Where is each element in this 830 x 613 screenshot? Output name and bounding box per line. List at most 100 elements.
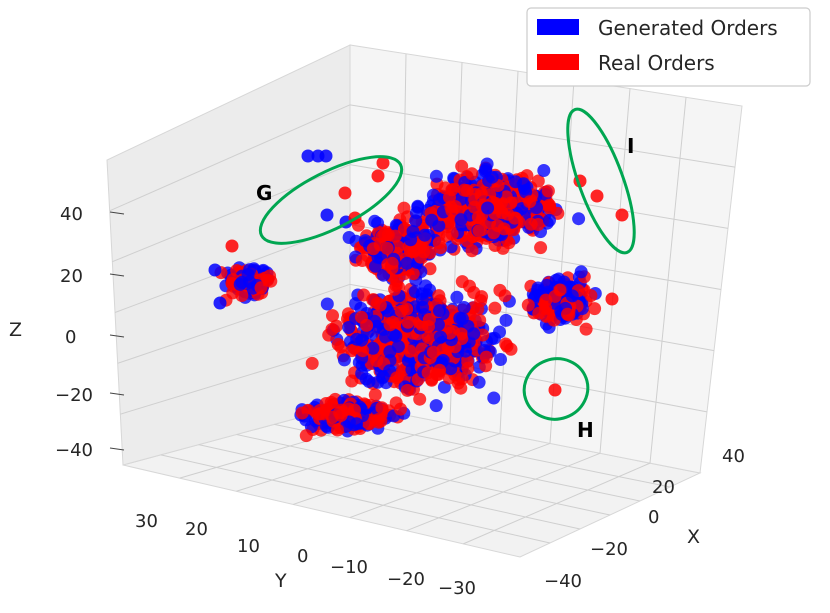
point-generated-orders [213, 296, 227, 310]
point-generated-orders [355, 367, 369, 380]
point-real-orders [474, 187, 488, 201]
legend-swatch-real [537, 54, 579, 70]
point-real-orders [347, 403, 361, 417]
z-tick-label: −40 [55, 440, 93, 461]
grid-line [236, 434, 611, 516]
point-real-orders [225, 239, 239, 253]
legend-label-real: Real Orders [598, 51, 715, 75]
point-generated-orders [574, 265, 588, 279]
point-real-orders [534, 241, 548, 255]
point-generated-orders [472, 375, 486, 389]
point-real-orders [380, 241, 394, 255]
point-real-orders [383, 318, 397, 332]
point-generated-orders [481, 201, 495, 215]
point-generated-orders [450, 290, 464, 304]
point-generated-orders [342, 231, 356, 244]
point-generated-orders [319, 149, 333, 163]
point-real-orders [524, 217, 538, 231]
point-real-orders [368, 388, 382, 402]
x-tick-label: −20 [590, 539, 628, 560]
z-tick-label: −20 [55, 385, 93, 406]
point-real-orders [407, 244, 421, 258]
point-generated-orders [517, 177, 531, 191]
point-real-orders [531, 174, 545, 188]
point-generated-orders [454, 213, 468, 227]
point-real-orders [460, 184, 474, 198]
z-tick-label: 0 [65, 327, 76, 348]
point-real-orders [472, 224, 486, 238]
point-real-orders [588, 302, 602, 316]
grid-line [160, 454, 551, 544]
point-generated-orders [349, 297, 363, 311]
point-real-orders [421, 331, 435, 344]
point-generated-orders [429, 399, 443, 413]
point-generated-orders [467, 327, 481, 341]
point-generated-orders [350, 417, 364, 431]
point-generated-orders [457, 301, 471, 314]
point-generated-orders [444, 362, 458, 376]
point-generated-orders [487, 391, 501, 405]
point-generated-orders [391, 340, 405, 353]
point-real-orders [539, 302, 553, 316]
axis-labels: X Y Z [9, 319, 700, 592]
point-real-orders [423, 246, 437, 259]
grid-line [198, 444, 581, 530]
point-real-orders [299, 429, 313, 443]
point-real-orders [455, 332, 469, 345]
point-real-orders [615, 208, 629, 222]
point-generated-orders [429, 169, 443, 183]
point-real-orders [263, 269, 277, 283]
point-real-orders [400, 383, 414, 397]
point-real-orders [375, 401, 389, 415]
point-generated-orders [485, 170, 499, 184]
point-real-orders [373, 298, 387, 312]
point-generated-orders [301, 149, 315, 163]
annotation-label-g: G [256, 181, 272, 205]
y-tick-label: 30 [135, 511, 158, 532]
point-generated-orders [208, 263, 222, 277]
point-real-orders [403, 344, 417, 358]
point-real-orders [584, 289, 598, 303]
point-real-orders [313, 407, 327, 421]
z-tick-mark [109, 273, 125, 277]
y-tick-label: 10 [237, 536, 260, 557]
point-real-orders [548, 383, 562, 397]
point-real-orders [413, 392, 427, 406]
annotations: G H I [256, 107, 636, 442]
legend-label-generated: Generated Orders [598, 16, 778, 40]
point-generated-orders [453, 311, 467, 325]
point-generated-orders [404, 233, 418, 247]
x-axis-label: X [687, 526, 700, 548]
point-real-orders [388, 229, 402, 243]
point-generated-orders [355, 333, 369, 347]
z-tick-mark [109, 211, 125, 215]
point-real-orders [394, 304, 408, 318]
point-real-orders [605, 292, 619, 306]
point-real-orders [504, 342, 518, 356]
point-real-orders [461, 361, 475, 375]
point-generated-orders [366, 341, 380, 355]
point-generated-orders [387, 328, 401, 342]
point-real-orders [433, 363, 447, 377]
point-real-orders [523, 195, 537, 209]
y-tick-label: −30 [438, 578, 476, 599]
annotation-label-h: H [577, 418, 594, 442]
point-real-orders [325, 410, 339, 424]
point-generated-orders [233, 277, 247, 291]
point-generated-orders [342, 321, 356, 334]
point-real-orders [338, 186, 352, 200]
point-real-orders [391, 240, 405, 254]
point-real-orders [465, 167, 479, 181]
point-real-orders [468, 200, 481, 214]
point-real-orders [479, 350, 493, 364]
point-real-orders [356, 344, 370, 358]
point-real-orders [235, 289, 249, 302]
point-real-orders [521, 298, 535, 312]
point-generated-orders [499, 313, 513, 327]
grid-line [349, 104, 736, 168]
point-real-orders [331, 337, 345, 351]
point-generated-orders [320, 208, 334, 222]
point-generated-orders [337, 353, 351, 367]
z-tick-mark [109, 334, 125, 338]
point-generated-orders [369, 259, 382, 273]
